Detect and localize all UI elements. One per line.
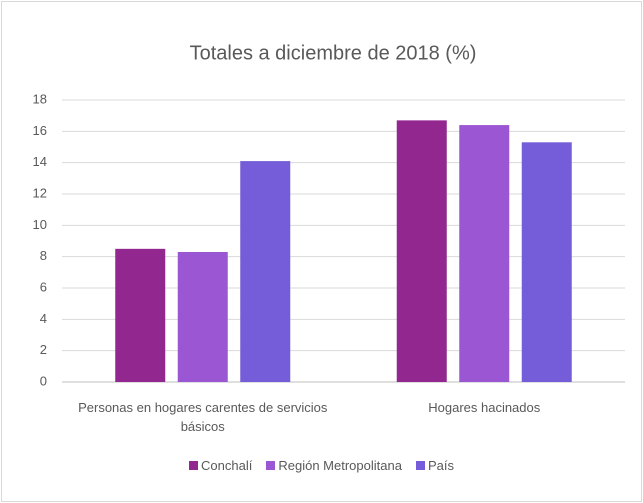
bar xyxy=(396,120,447,382)
legend-label: Región Metropolitana xyxy=(278,458,402,473)
bar xyxy=(115,248,166,382)
y-tick-label: 16 xyxy=(33,123,47,138)
legend-swatch xyxy=(189,461,199,470)
y-tick-label: 4 xyxy=(40,311,47,326)
x-tick-label: Hogares hacinados xyxy=(428,400,541,415)
bar xyxy=(459,125,510,383)
y-tick-label: 12 xyxy=(33,185,47,200)
chart-title: Totales a diciembre de 2018 (%) xyxy=(190,42,477,64)
bar xyxy=(521,142,572,382)
bar xyxy=(177,251,228,382)
y-tick-label: 18 xyxy=(33,91,47,106)
legend-swatch xyxy=(415,461,425,470)
y-tick-label: 0 xyxy=(40,373,47,388)
y-tick-label: 6 xyxy=(40,279,47,294)
y-tick-label: 8 xyxy=(40,248,47,263)
y-tick-label: 2 xyxy=(40,342,47,357)
legend-item: Conchalí xyxy=(189,458,252,473)
legend-label: País xyxy=(427,458,454,473)
legend: Conchalí Región Metropolitana País xyxy=(0,458,643,473)
y-tick-label: 14 xyxy=(33,154,47,169)
legend-swatch xyxy=(266,461,276,470)
x-tick-label: Personas en hogares carentes de servicio… xyxy=(78,400,328,434)
bar xyxy=(240,161,291,382)
legend-item: Región Metropolitana xyxy=(266,458,402,473)
y-tick-label: 10 xyxy=(33,217,47,232)
legend-label: Conchalí xyxy=(201,458,253,473)
legend-item: País xyxy=(415,458,454,473)
